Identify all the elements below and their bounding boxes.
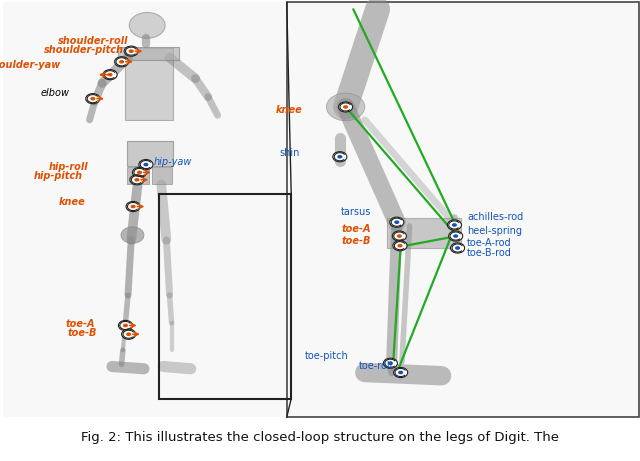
Circle shape [455,246,460,250]
Circle shape [393,241,407,251]
Text: toe-pitch: toe-pitch [305,351,349,361]
Text: shoulder-roll: shoulder-roll [58,36,128,47]
Circle shape [126,332,131,336]
Circle shape [119,60,124,64]
Text: Fig. 2: This illustrates the closed-loop structure on the legs of Digit. The: Fig. 2: This illustrates the closed-loop… [81,431,559,444]
Circle shape [326,93,365,121]
Circle shape [394,367,408,378]
Circle shape [137,171,142,174]
Circle shape [126,201,140,212]
Circle shape [449,231,463,241]
Circle shape [118,320,132,331]
Circle shape [121,227,144,243]
Circle shape [139,160,153,170]
Circle shape [129,12,165,38]
Text: knee: knee [276,105,303,115]
Circle shape [339,102,353,112]
Text: toe-A: toe-A [342,224,371,234]
Circle shape [390,217,404,227]
Text: toe-A-rod: toe-A-rod [467,238,512,248]
Circle shape [129,49,134,53]
Circle shape [86,94,100,104]
Text: toe-B-rod: toe-B-rod [467,248,512,258]
Circle shape [132,167,147,177]
Circle shape [134,178,140,182]
Circle shape [124,46,138,56]
Text: shoulder-yaw: shoulder-yaw [0,59,61,70]
Text: toe-B: toe-B [342,236,371,246]
Circle shape [333,152,347,162]
Circle shape [343,105,348,109]
Circle shape [452,223,457,227]
Circle shape [122,329,136,339]
Bar [118,47,179,60]
Text: achilles-rod: achilles-rod [467,212,524,222]
Text: elbow: elbow [40,88,69,98]
Circle shape [397,234,402,238]
Text: hip-pitch: hip-pitch [34,171,83,181]
Text: knee: knee [58,197,85,207]
Circle shape [392,231,406,241]
Text: hip-yaw: hip-yaw [154,157,192,167]
Bar [127,141,173,166]
Bar [152,167,172,184]
Bar [3,2,291,417]
Circle shape [123,324,128,327]
Circle shape [337,155,342,159]
Circle shape [453,234,458,238]
Text: heel-spring: heel-spring [467,225,522,236]
Circle shape [131,205,136,208]
Circle shape [388,361,393,365]
Circle shape [451,243,465,253]
Circle shape [108,73,113,77]
Text: toe-A: toe-A [65,319,95,329]
Text: toe-roll: toe-roll [358,361,393,372]
Circle shape [394,220,399,224]
Circle shape [103,70,117,80]
Text: tarsus: tarsus [341,207,371,217]
Circle shape [397,244,403,248]
Circle shape [143,163,148,166]
Bar [159,194,291,399]
Text: shoulder-pitch: shoulder-pitch [44,45,124,55]
Bar [125,48,173,120]
Bar [127,167,149,184]
Circle shape [383,358,397,368]
Circle shape [90,97,95,100]
Circle shape [115,57,129,67]
Circle shape [130,175,144,185]
Circle shape [447,220,461,230]
Text: hip-roll: hip-roll [49,162,88,172]
Text: toe-B: toe-B [68,328,97,338]
Bar [287,2,639,417]
Circle shape [398,371,403,374]
Bar [387,218,461,248]
Text: shin: shin [279,148,300,158]
